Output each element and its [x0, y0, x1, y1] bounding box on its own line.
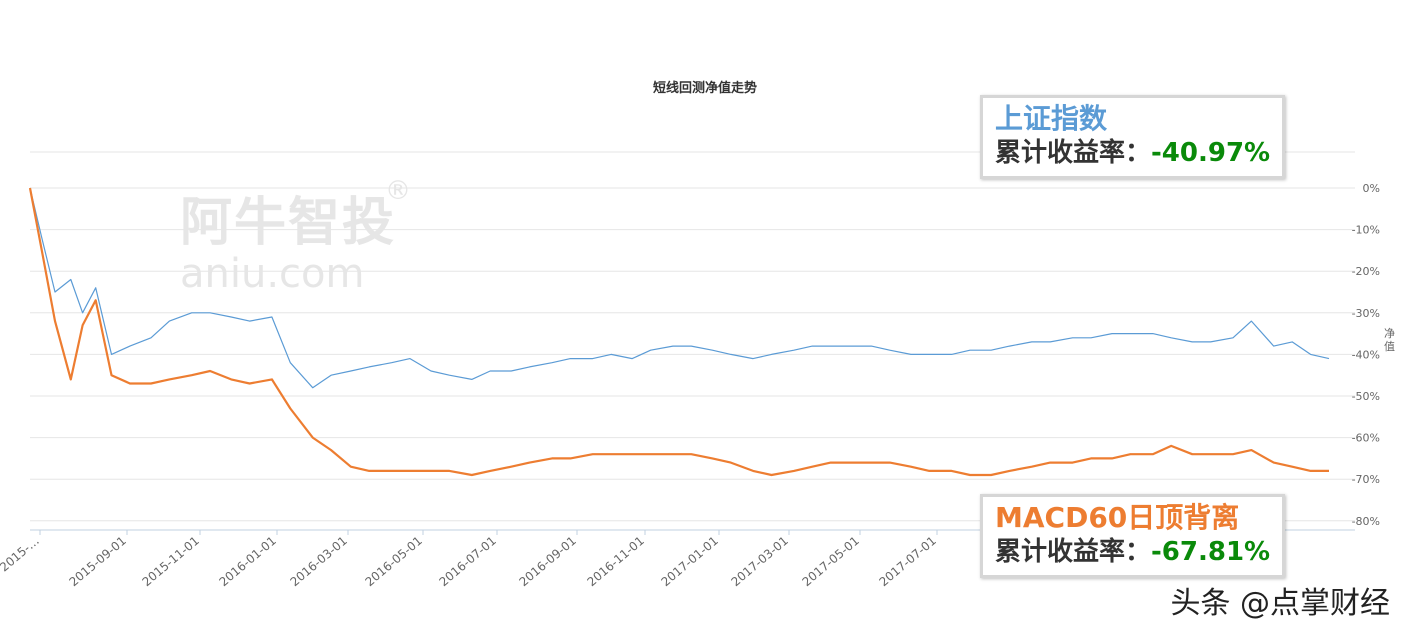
legend-box-strategy: MACD60日顶背离 累计收益率：-67.81%	[980, 494, 1286, 578]
y-tick-label: -10%	[1352, 224, 1380, 237]
legend-strategy-name: MACD60日顶背离	[995, 501, 1240, 534]
x-tick-label: 2015-11-01	[139, 534, 201, 590]
source-credit: 头条 @点掌财经	[1170, 586, 1390, 621]
x-tick-label: 2017-03-01	[728, 534, 790, 590]
y-tick-label: -20%	[1352, 265, 1380, 278]
watermark-reg: ®	[385, 176, 411, 206]
y-tick-label: -40%	[1352, 348, 1380, 361]
y-tick-label: 0%	[1363, 182, 1380, 195]
x-tick-label: 2016-01-01	[216, 534, 278, 590]
x-tick-label: 2015-…	[0, 534, 42, 575]
legend-index-stat-label: 累计收益率：	[995, 138, 1152, 168]
watermark-cn: 阿牛智投	[180, 193, 397, 253]
y-tick-label: -70%	[1352, 473, 1380, 486]
legend-box-index: 上证指数 累计收益率：-40.97%	[980, 95, 1286, 179]
series-line-index	[29, 187, 1330, 389]
legend-index-name: 上证指数	[995, 102, 1108, 135]
y-tick-label: -30%	[1352, 307, 1380, 320]
x-tick-labels: 2015-… 2015-09-01 2015-11-01 2016-01-01 2016…	[0, 534, 1142, 590]
watermark-en: aniu.com	[180, 251, 365, 297]
y-tick-label: -50%	[1352, 390, 1380, 403]
legend-strategy-stat-value: -67.81%	[1151, 537, 1271, 567]
legend-strategy-stat: 累计收益率：-67.81%	[995, 535, 1270, 569]
x-tick-label: 2016-09-01	[516, 534, 578, 590]
x-tick-label: 2016-11-01	[584, 534, 646, 590]
x-tick-label: 2016-05-01	[362, 534, 424, 590]
x-tick-label: 2017-07-01	[876, 534, 938, 590]
y-tick-label: -60%	[1352, 432, 1380, 445]
series-lines	[28, 187, 1330, 477]
y-tick-labels: 0% -10% -20% -30% -40% -50% -60% -70% -80%	[1352, 182, 1380, 528]
x-tick-label: 2015-09-01	[66, 534, 128, 590]
x-tick-label: 2016-03-01	[287, 534, 349, 590]
y-tick-label: -80%	[1352, 515, 1380, 528]
legend-index-stat-value: -40.97%	[1151, 138, 1271, 168]
x-tick-label: 2016-07-01	[436, 534, 498, 590]
series-line-strategy	[28, 187, 1329, 477]
watermark: 阿牛智投 aniu.com ®	[60, 176, 411, 297]
x-tick-label: 2017-01-01	[658, 534, 720, 590]
x-tick-label: 2017-05-01	[799, 534, 861, 590]
y-axis-label: 净值	[1384, 327, 1395, 353]
legend-index-stat: 累计收益率：-40.97%	[995, 136, 1270, 170]
chart-title: 短线回测净值走势	[652, 81, 757, 96]
legend-strategy-stat-label: 累计收益率：	[995, 537, 1152, 567]
